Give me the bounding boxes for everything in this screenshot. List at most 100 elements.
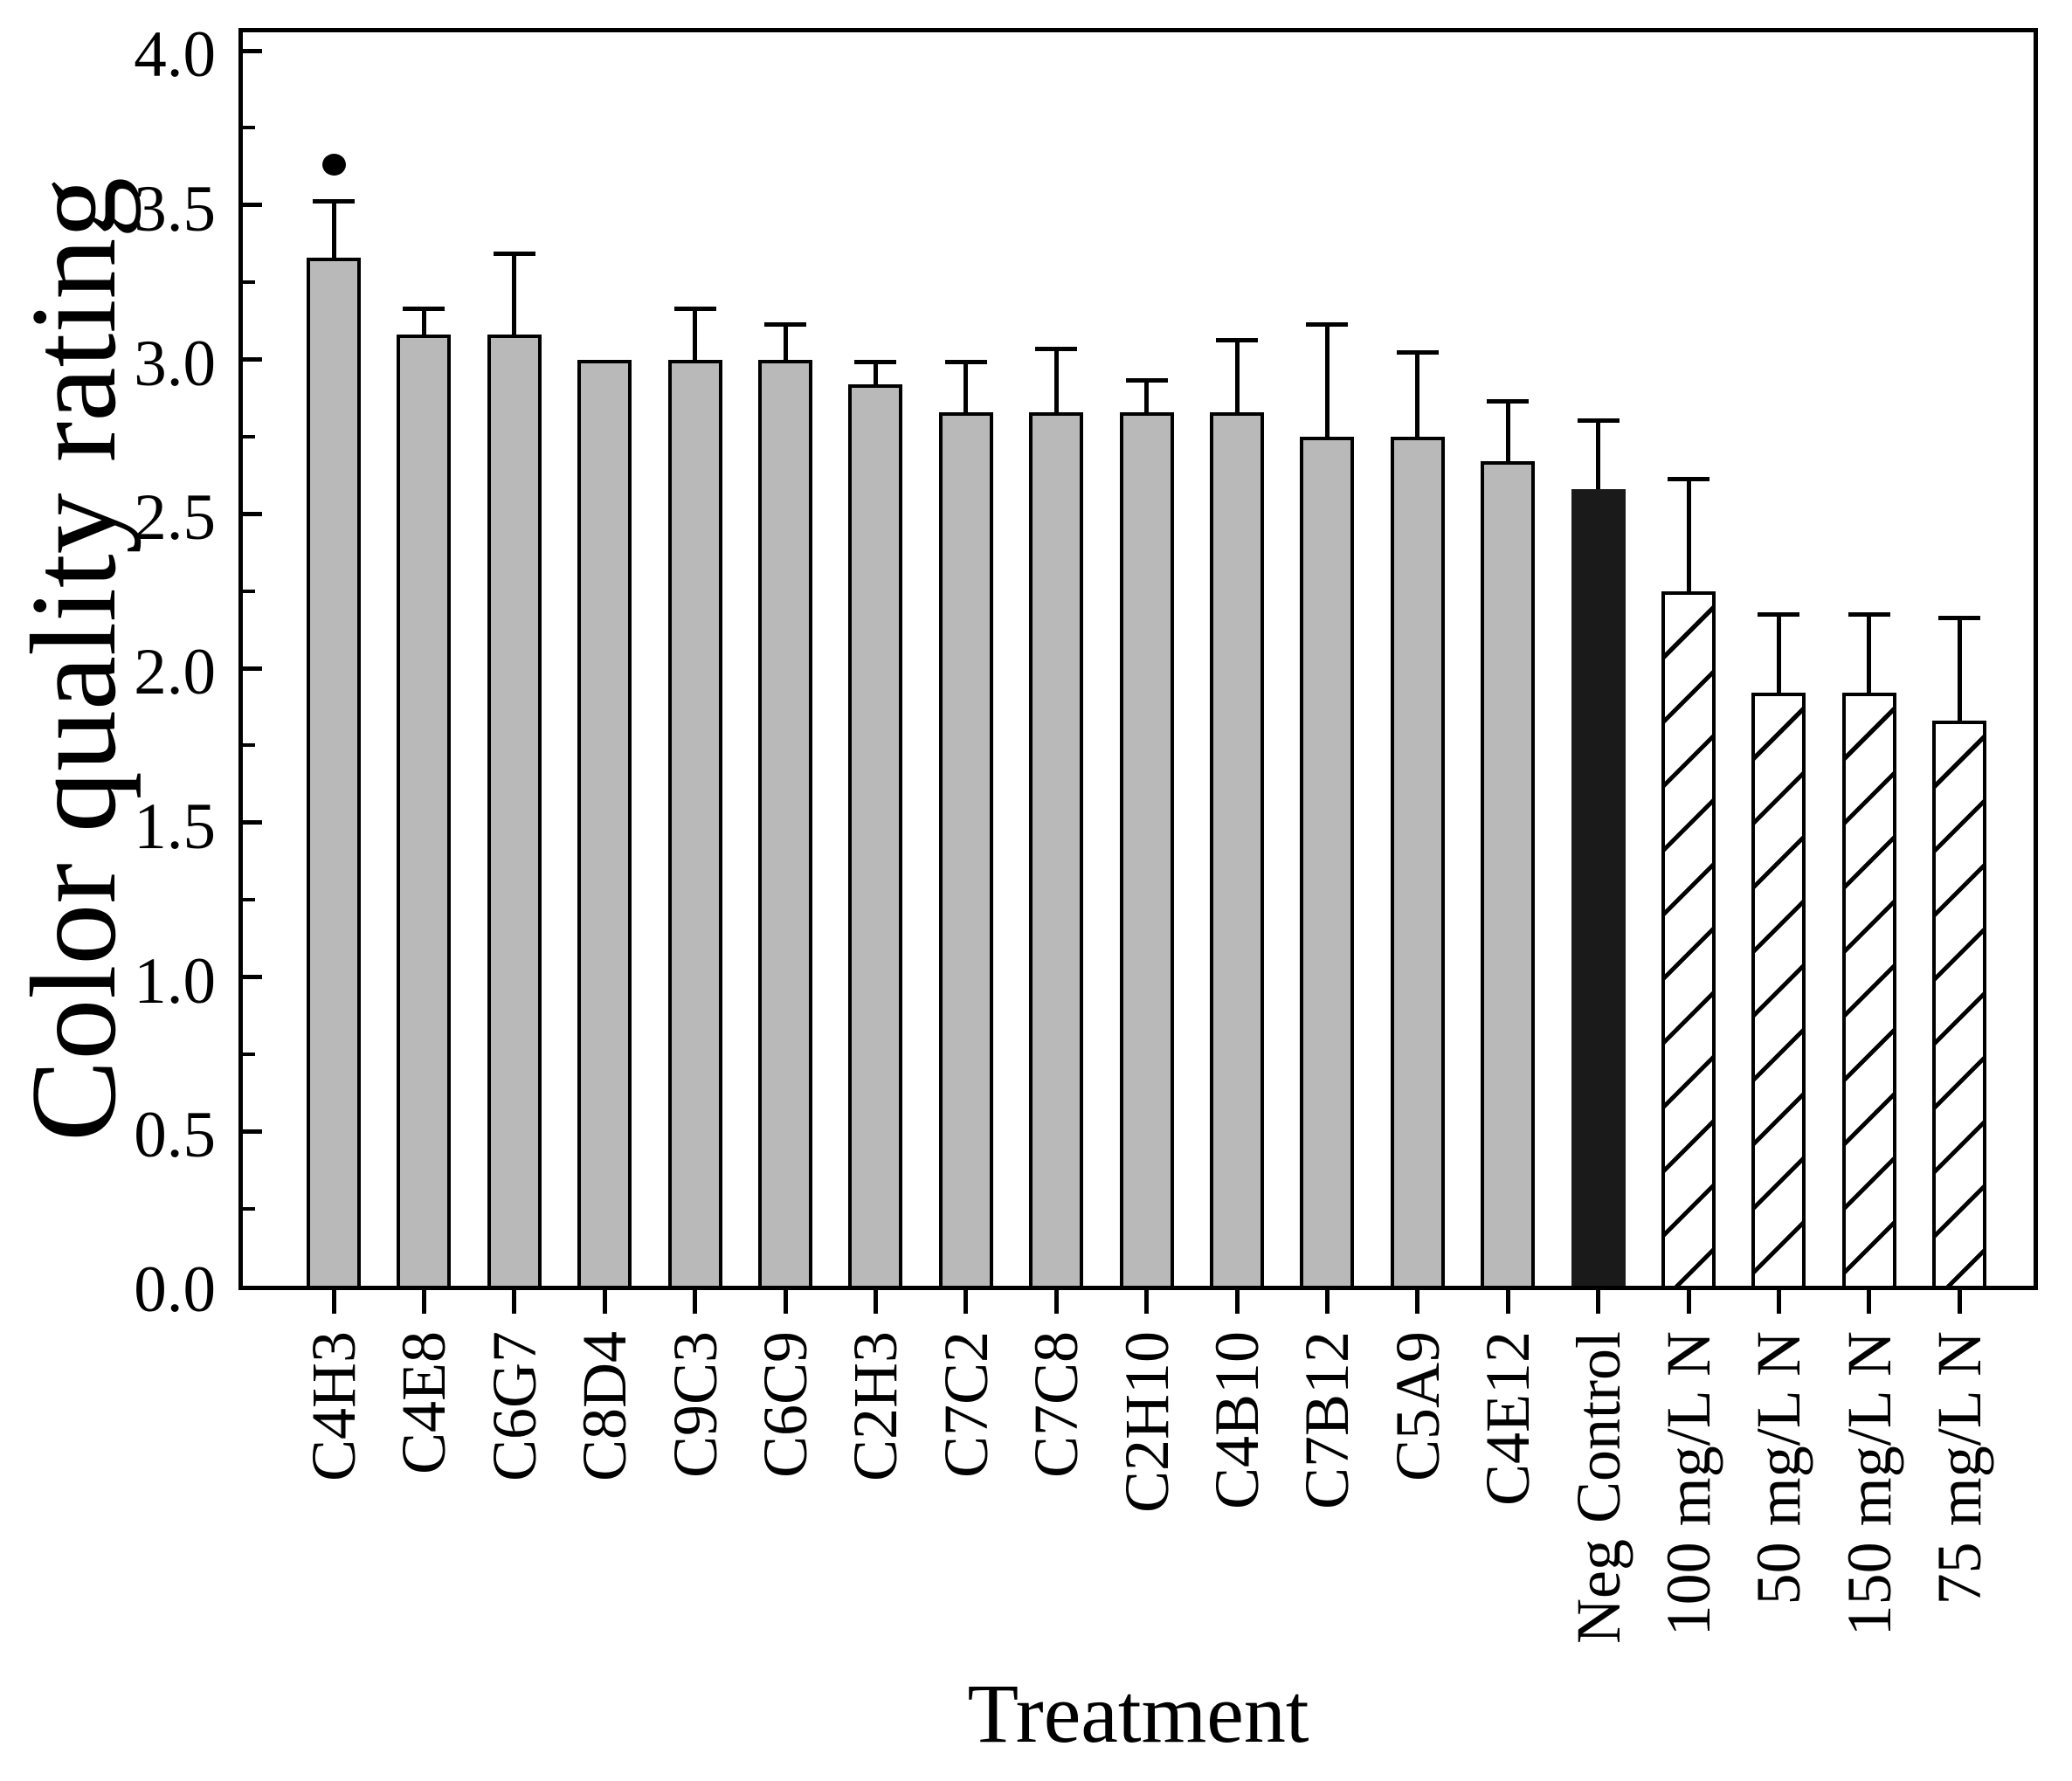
error-bar-cap	[1848, 612, 1890, 618]
error-bar-cap	[1758, 612, 1800, 618]
bar	[1932, 721, 1987, 1286]
error-bar-line	[421, 311, 426, 335]
error-bar-cap	[313, 198, 355, 204]
x-tick	[1776, 1290, 1781, 1314]
error-bar-cap	[1577, 418, 1620, 423]
x-tick-label: C7C8	[1021, 1331, 1092, 1479]
bar	[667, 359, 722, 1286]
error-bar-line	[693, 311, 698, 360]
error-bar-cap	[1668, 476, 1709, 481]
x-tick-label: Neg Control	[1563, 1331, 1633, 1644]
error-bar-cap	[403, 307, 445, 312]
error-bar-line	[963, 363, 969, 412]
x-tick-label: 50 mg/L N	[1744, 1331, 1814, 1605]
bar	[758, 359, 812, 1286]
significance-dot	[321, 154, 346, 176]
x-tick	[512, 1290, 517, 1314]
y-tick-major	[243, 203, 262, 208]
x-tick	[1053, 1290, 1059, 1314]
bar	[1661, 590, 1716, 1286]
error-bar-cap	[1487, 399, 1530, 404]
y-tick-label: 1.0	[134, 944, 216, 1018]
y-tick-label: 3.0	[134, 327, 216, 400]
bar	[397, 335, 452, 1286]
x-tick	[1415, 1290, 1420, 1314]
bar	[848, 383, 903, 1286]
x-axis-title: Treatment	[967, 1667, 1309, 1760]
y-tick-label: 0.0	[134, 1253, 216, 1326]
x-tick-label: C7B12	[1292, 1331, 1363, 1510]
x-tick-label: C2H10	[1111, 1331, 1182, 1514]
error-bar-cap	[1035, 347, 1078, 352]
error-bar-cap	[1216, 337, 1258, 342]
bar	[1029, 411, 1084, 1286]
y-tick-minor	[243, 1206, 255, 1211]
bar	[1390, 436, 1445, 1286]
plot-area	[238, 28, 2038, 1290]
y-tick-major	[243, 1129, 262, 1134]
x-tick-label: C5A9	[1382, 1331, 1453, 1482]
bar	[1300, 436, 1355, 1286]
error-bar-line	[1234, 342, 1240, 412]
y-tick-minor	[243, 126, 255, 130]
x-tick	[873, 1290, 878, 1314]
x-tick-label: C4E12	[1473, 1331, 1544, 1507]
bar	[1571, 488, 1626, 1286]
y-tick-label: 1.5	[134, 790, 216, 863]
error-bar-line	[783, 327, 788, 360]
x-tick	[602, 1290, 607, 1314]
bar	[577, 359, 632, 1286]
x-tick	[1867, 1290, 1872, 1314]
y-tick-major	[243, 48, 262, 53]
x-tick	[1505, 1290, 1510, 1314]
x-tick	[693, 1290, 698, 1314]
x-tick-label: C7C2	[930, 1331, 1001, 1479]
x-tick-label: C8D4	[570, 1331, 640, 1482]
x-tick-label: C6C9	[750, 1331, 820, 1479]
x-tick	[1686, 1290, 1691, 1314]
plot-inner	[243, 32, 2034, 1286]
x-tick	[783, 1290, 788, 1314]
x-tick-label: C4B10	[1202, 1331, 1272, 1510]
error-bar-cap	[1396, 349, 1439, 355]
x-tick	[1596, 1290, 1601, 1314]
error-bar-line	[1144, 382, 1150, 412]
x-tick	[1144, 1290, 1150, 1314]
y-tick-major	[243, 975, 262, 979]
bar	[1481, 461, 1536, 1286]
y-tick-minor	[243, 1052, 255, 1056]
y-tick-minor	[243, 898, 255, 902]
x-tick	[421, 1290, 426, 1314]
error-bar-line	[1053, 351, 1059, 412]
y-tick-major	[243, 820, 262, 825]
x-tick	[1324, 1290, 1330, 1314]
error-bar-cap	[673, 307, 716, 312]
error-bar-cap	[764, 322, 806, 328]
bar	[1751, 693, 1806, 1286]
error-bar-line	[1505, 404, 1510, 462]
y-tick-label: 0.5	[134, 1099, 216, 1172]
error-bar-cap	[1306, 322, 1349, 328]
y-tick-minor	[243, 434, 255, 438]
error-bar-line	[512, 255, 517, 335]
error-bar-line	[331, 203, 336, 258]
bar	[1119, 411, 1174, 1286]
y-tick-minor	[243, 743, 255, 748]
x-tick-label: 75 mg/L N	[1924, 1331, 1995, 1605]
error-bar-cap	[1125, 377, 1168, 383]
bar	[1210, 411, 1264, 1286]
error-bar-line	[1957, 619, 1962, 721]
error-bar-line	[1867, 617, 1872, 694]
error-bar-line	[1776, 617, 1781, 694]
x-tick	[1234, 1290, 1240, 1314]
error-bar-line	[1324, 327, 1330, 437]
error-bar-line	[873, 363, 878, 384]
error-bar-line	[1596, 422, 1601, 489]
y-tick-label: 2.0	[134, 636, 216, 708]
y-tick-minor	[243, 280, 255, 285]
y-tick-label: 2.5	[134, 481, 216, 555]
y-tick-label: 4.0	[134, 18, 216, 91]
y-tick-major	[243, 511, 262, 516]
error-bar-cap	[854, 359, 897, 364]
